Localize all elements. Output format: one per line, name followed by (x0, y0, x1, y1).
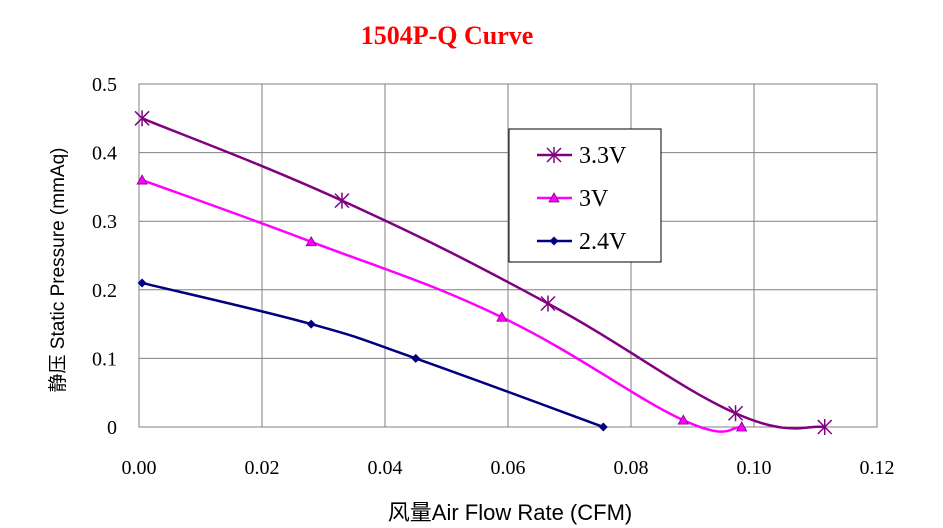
legend-box (508, 128, 662, 263)
data-point-marker (305, 235, 317, 247)
y-tick-label: 0.3 (92, 211, 117, 233)
y-tick-label: 0 (107, 417, 117, 439)
x-axis-label: 风量Air Flow Rate (CFM) (388, 500, 632, 525)
plot-grid (139, 84, 877, 427)
x-tick-label: 0.12 (860, 457, 895, 479)
legend-label: 2.4V (579, 229, 627, 255)
data-point-marker (306, 319, 316, 329)
legend-marker (546, 147, 562, 163)
data-point-marker (136, 174, 148, 185)
legend-item: 3V (537, 186, 609, 212)
series-group (134, 110, 833, 435)
y-axis-label: 静压 Static Pressure (mmAq) (47, 148, 69, 393)
x-tick-label: 0.06 (491, 457, 526, 479)
series-2.4V (137, 278, 608, 432)
data-point-marker (728, 405, 744, 422)
series-3.3V (134, 110, 833, 435)
legend: 3.3V 3V 2.4V (508, 128, 662, 263)
x-tick-label: 0.10 (737, 457, 772, 479)
data-point-marker (137, 278, 147, 288)
x-tick-label: 0.02 (245, 457, 280, 479)
data-point-marker (496, 311, 508, 322)
legend-marker (548, 192, 560, 203)
x-axis-ticks: 0.00 0.02 0.04 0.06 0.08 0.10 0.12 (122, 457, 895, 479)
x-tick-label: 0.08 (614, 457, 649, 479)
series-line (141, 281, 604, 429)
y-tick-label: 0.5 (92, 74, 117, 96)
y-axis-ticks: 0 0.1 0.2 0.3 0.4 0.5 (92, 74, 117, 439)
data-point-marker (334, 192, 350, 209)
data-point-marker (817, 419, 833, 435)
chart-title: 1504P-Q Curve (361, 21, 534, 50)
data-point-marker (411, 353, 421, 363)
data-point-marker (598, 422, 608, 432)
plot-area-border (138, 83, 878, 428)
series-line (141, 178, 742, 433)
legend-marker (549, 236, 559, 246)
data-point-marker (540, 295, 556, 312)
x-tick-label: 0.04 (368, 457, 403, 479)
legend-label: 3V (579, 186, 609, 212)
series-line (141, 117, 825, 430)
data-point-marker (677, 414, 689, 425)
series-3V (136, 174, 748, 433)
data-point-marker (134, 110, 150, 127)
legend-items: 3.3V 3V 2.4V (537, 143, 627, 255)
y-tick-label: 0.1 (92, 348, 117, 370)
y-tick-label: 0.2 (92, 280, 117, 302)
legend-item: 3.3V (537, 143, 627, 169)
legend-label: 3.3V (579, 143, 627, 169)
legend-item: 2.4V (537, 229, 627, 255)
data-point-marker (736, 421, 748, 432)
y-tick-label: 0.4 (92, 143, 117, 165)
x-tick-label: 0.00 (122, 457, 157, 479)
